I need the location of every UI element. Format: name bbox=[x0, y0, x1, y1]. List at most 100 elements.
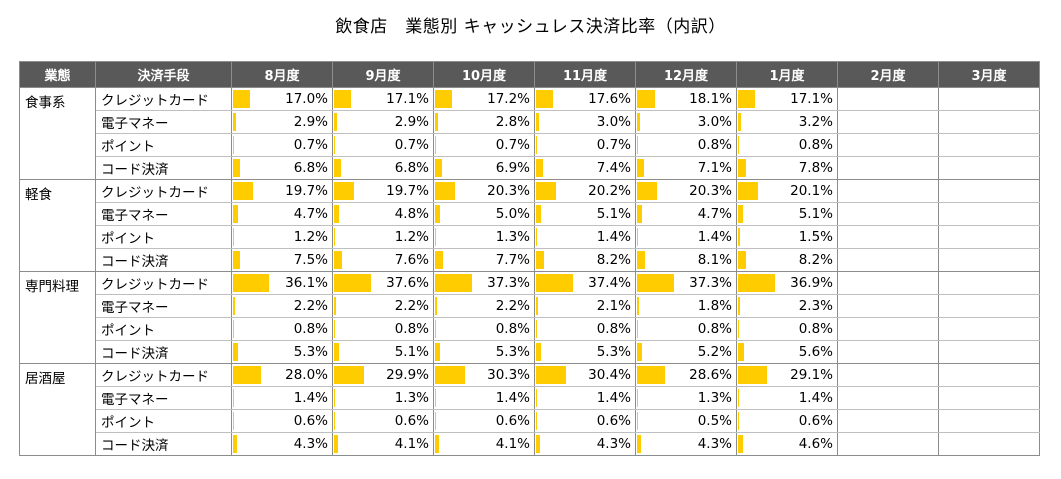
table-row: 食事系 クレジットカード 17.0% 17.1% 17.2% 17.6% 18.1% 17.1… bbox=[19, 87, 1040, 180]
data-label: 29.9% bbox=[386, 367, 429, 383]
data-bar bbox=[738, 297, 741, 315]
payment-method-cell: 電子マネー bbox=[95, 386, 232, 410]
data-bar bbox=[435, 297, 438, 315]
value-cell: 1.2% bbox=[332, 225, 434, 249]
data-label: 0.6% bbox=[495, 413, 530, 429]
payment-method-cell: クレジットカード bbox=[95, 363, 232, 387]
data-label: 0.6% bbox=[798, 413, 833, 429]
data-label: 4.1% bbox=[495, 436, 530, 452]
data-label: 17.2% bbox=[487, 91, 530, 107]
data-label: 0.8% bbox=[596, 321, 631, 337]
value-cell: 0.8% bbox=[736, 317, 838, 341]
data-label: 1.4% bbox=[495, 390, 530, 406]
value-cell: 2.3% bbox=[736, 294, 838, 318]
value-cell: 28.6% bbox=[635, 363, 737, 387]
data-bar bbox=[435, 90, 452, 108]
payment-method-cell: ポイント bbox=[95, 409, 232, 433]
value-cell: 0.7% bbox=[231, 133, 333, 157]
data-bar bbox=[536, 435, 541, 453]
data-label: 0.7% bbox=[293, 137, 328, 153]
data-label: 37.4% bbox=[588, 275, 631, 291]
value-cell: 4.7% bbox=[635, 202, 737, 226]
data-bar bbox=[536, 228, 538, 246]
value-cell: 1.4% bbox=[635, 225, 737, 249]
value-cell: 6.8% bbox=[231, 156, 333, 180]
data-bar bbox=[637, 113, 640, 131]
table-row: 軽食 クレジットカード 19.7% 19.7% 20.3% 20.2% 20.3% 20.1% bbox=[19, 179, 1040, 272]
value-cell: 19.7% bbox=[231, 179, 333, 203]
data-label: 19.7% bbox=[386, 183, 429, 199]
value-cell: 17.0% bbox=[231, 87, 333, 111]
data-bar bbox=[637, 251, 645, 269]
value-cell: 3.2% bbox=[736, 110, 838, 134]
data-label: 17.0% bbox=[285, 91, 328, 107]
value-cell: 1.4% bbox=[534, 225, 636, 249]
value-cell bbox=[938, 110, 1040, 134]
data-label: 5.1% bbox=[798, 206, 833, 222]
data-bar bbox=[536, 205, 541, 223]
value-cell: 1.5% bbox=[736, 225, 838, 249]
data-bar bbox=[334, 297, 337, 315]
data-label: 4.7% bbox=[697, 206, 732, 222]
data-label: 8.2% bbox=[596, 252, 631, 268]
data-label: 2.9% bbox=[394, 114, 429, 130]
data-bar bbox=[738, 205, 743, 223]
value-cell: 29.1% bbox=[736, 363, 838, 387]
payment-method-cell: クレジットカード bbox=[95, 271, 232, 295]
value-cell: 2.2% bbox=[332, 294, 434, 318]
data-label: 2.2% bbox=[293, 298, 328, 314]
value-cell: 0.8% bbox=[231, 317, 333, 341]
data-label: 2.8% bbox=[495, 114, 530, 130]
data-label: 3.0% bbox=[596, 114, 631, 130]
data-label: 5.6% bbox=[798, 344, 833, 360]
table-row: 居酒屋 クレジットカード 28.0% 29.9% 30.3% 30.4% 28.6% 29.1… bbox=[19, 363, 1040, 456]
data-label: 17.1% bbox=[386, 91, 429, 107]
data-label: 1.2% bbox=[293, 229, 328, 245]
payment-method-cell: ポイント bbox=[95, 317, 232, 341]
data-label: 5.1% bbox=[596, 206, 631, 222]
data-label: 0.8% bbox=[697, 321, 732, 337]
data-label: 8.1% bbox=[697, 252, 732, 268]
data-bar bbox=[536, 412, 537, 430]
data-bar bbox=[334, 136, 335, 154]
category-cell: 食事系 bbox=[19, 87, 96, 180]
table-row: ポイント 0.8% 0.8% 0.8% 0.8% 0.8% 0.8% bbox=[20, 317, 1040, 341]
value-cell: 37.3% bbox=[635, 271, 737, 295]
table-row: 電子マネー 2.9% 2.9% 2.8% 3.0% 3.0% 3.2% bbox=[20, 110, 1040, 134]
table-row: コード決済 7.5% 7.6% 7.7% 8.2% 8.1% 8.2% bbox=[20, 248, 1040, 272]
data-bar bbox=[435, 435, 440, 453]
data-label: 36.1% bbox=[285, 275, 328, 291]
table-row: 電子マネー 1.4% 1.3% 1.4% 1.4% 1.3% 1.4% bbox=[20, 386, 1040, 410]
data-label: 0.7% bbox=[394, 137, 429, 153]
data-bar bbox=[233, 159, 240, 177]
value-cell bbox=[938, 317, 1040, 341]
data-label: 17.1% bbox=[790, 91, 833, 107]
data-label: 29.1% bbox=[790, 367, 833, 383]
value-cell: 4.8% bbox=[332, 202, 434, 226]
table-row: 電子マネー 2.2% 2.2% 2.2% 2.1% 1.8% 2.3% bbox=[20, 294, 1040, 318]
value-cell bbox=[837, 294, 939, 318]
data-label: 0.8% bbox=[495, 321, 530, 337]
value-cell bbox=[837, 179, 939, 203]
data-label: 5.0% bbox=[495, 206, 530, 222]
cashless-ratio-table: 業態 決済手段 8月度 9月度 10月度 11月度 12月度 1月度 2月度 3月度 食事系 クレジ… bbox=[19, 61, 1040, 456]
data-label: 0.6% bbox=[293, 413, 328, 429]
data-label: 1.2% bbox=[394, 229, 429, 245]
column-header: 12月度 bbox=[635, 61, 737, 88]
data-bar bbox=[536, 159, 544, 177]
data-label: 2.9% bbox=[293, 114, 328, 130]
data-bar bbox=[334, 228, 336, 246]
data-bar bbox=[233, 343, 239, 361]
value-cell: 0.6% bbox=[534, 409, 636, 433]
data-bar bbox=[738, 136, 739, 154]
data-label: 7.5% bbox=[293, 252, 328, 268]
data-label: 18.1% bbox=[689, 91, 732, 107]
value-cell bbox=[837, 432, 939, 456]
data-bar bbox=[637, 90, 655, 108]
data-label: 0.7% bbox=[495, 137, 530, 153]
data-bar bbox=[334, 182, 354, 200]
data-bar bbox=[637, 182, 658, 200]
data-bar bbox=[738, 228, 740, 246]
value-cell: 37.4% bbox=[534, 271, 636, 295]
data-label: 1.3% bbox=[697, 390, 732, 406]
